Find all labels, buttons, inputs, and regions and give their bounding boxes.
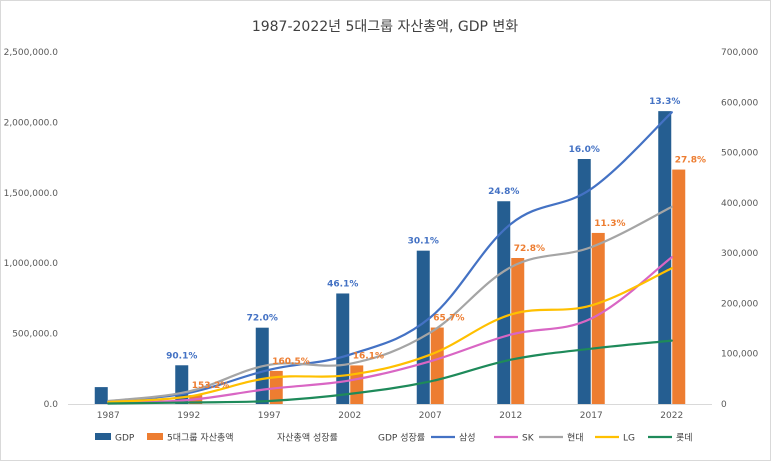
x-tick-label: 2022 xyxy=(660,411,683,421)
gdp-bar xyxy=(416,250,430,404)
y-right-tick-label: 300,000 xyxy=(721,249,758,259)
legend-label: GDP xyxy=(115,434,135,444)
line-롯데 xyxy=(107,339,673,405)
gdp-bar xyxy=(94,387,108,404)
asset-bar xyxy=(350,365,364,404)
legend-swatch-bar xyxy=(95,433,111,440)
y-left-tick-label: 0.0 xyxy=(44,400,59,410)
growth-rate-label: 72.8% xyxy=(514,244,545,254)
growth-rate-label: 13.3% xyxy=(649,97,680,107)
legend-label: 자산총액 성장률 xyxy=(277,432,338,444)
growth-rate-label: 16.1% xyxy=(353,351,384,361)
growth-rate-label: 11.3% xyxy=(594,219,625,229)
y-right-tick-label: 400,000 xyxy=(721,199,758,209)
y-right-tick-label: 200,000 xyxy=(721,299,758,309)
line-삼성 xyxy=(107,111,673,403)
chart-title: 1987-2022년 5대그룹 자산총액, GDP 변화 xyxy=(252,19,518,35)
growth-rate-label: 72.0% xyxy=(247,314,278,324)
right-axis-ticks: 0 100,000 200,000 300,000 400,000 500,000 600,… xyxy=(721,48,758,410)
gdp-bar xyxy=(577,159,591,404)
legend: GDP 5대그룹 자산총액 자산총액 성장률 GDP 성장률 삼성 SK 현대 LG 롯데 xyxy=(95,432,693,444)
x-axis-ticks: 1987 1992 1997 2002 2007 2012 2017 2022 xyxy=(97,411,683,421)
y-left-tick-label: 500,000.0 xyxy=(12,330,58,340)
growth-rate-label: 30.1% xyxy=(408,237,439,247)
asset-bar xyxy=(672,169,686,404)
y-left-tick-label: 1,500,000.0 xyxy=(4,189,59,199)
line-SK xyxy=(107,256,673,405)
gdp-bar xyxy=(658,111,672,405)
y-right-tick-label: 700,000 xyxy=(721,48,758,58)
gdp-bar xyxy=(497,201,511,404)
legend-label: LG xyxy=(623,434,635,444)
legend-label: 롯데 xyxy=(676,433,693,444)
legend-label: GDP 성장률 xyxy=(378,433,425,444)
y-left-tick-label: 1,000,000.0 xyxy=(4,259,59,269)
line-group xyxy=(107,111,673,405)
growth-rate-label: 16.0% xyxy=(569,145,600,155)
growth-rate-label: 24.8% xyxy=(488,187,519,197)
x-tick-label: 1992 xyxy=(177,411,200,421)
bar-group xyxy=(94,111,686,405)
growth-rate-label: 153.2% xyxy=(192,381,230,391)
line-LG xyxy=(107,267,673,404)
y-right-tick-label: 100,000 xyxy=(721,350,758,360)
growth-rate-label: 46.1% xyxy=(327,279,358,289)
x-tick-label: 2007 xyxy=(419,411,442,421)
x-tick-label: 2017 xyxy=(580,411,603,421)
asset-bar xyxy=(430,327,444,404)
legend-label: 현대 xyxy=(567,433,584,444)
asset-bar xyxy=(511,257,525,404)
growth-rate-label: 160.5% xyxy=(272,357,310,367)
growth-rate-label: 65.7% xyxy=(433,314,464,324)
y-left-tick-label: 2,000,000.0 xyxy=(4,118,59,128)
x-tick-label: 2002 xyxy=(338,411,361,421)
line-현대 xyxy=(107,205,673,403)
gdp-bar xyxy=(336,293,350,404)
y-right-tick-label: 0 xyxy=(721,400,727,410)
x-tick-label: 2012 xyxy=(499,411,522,421)
legend-swatch-bar xyxy=(147,433,163,440)
legend-label: 5대그룹 자산총액 xyxy=(167,432,234,444)
x-tick-label: 1997 xyxy=(258,411,281,421)
y-right-tick-label: 600,000 xyxy=(721,98,758,108)
asset-bar xyxy=(591,232,605,404)
x-tick-label: 1987 xyxy=(97,411,120,421)
growth-rate-label: 27.8% xyxy=(675,156,706,166)
legend-label: 삼성 xyxy=(459,433,476,444)
growth-rate-label: 90.1% xyxy=(166,351,197,361)
data-label-group: 153.2% 160.5% 16.1% 65.7% 72.8% 11.3% 27.8% 90.… xyxy=(166,97,706,391)
y-right-tick-label: 500,000 xyxy=(721,149,758,159)
left-axis-ticks: 0.0 500,000.0 1,000,000.0 1,500,000.0 2,000,… xyxy=(4,48,59,410)
y-left-tick-label: 2,500,000.0 xyxy=(4,48,59,58)
legend-label: SK xyxy=(522,434,535,444)
